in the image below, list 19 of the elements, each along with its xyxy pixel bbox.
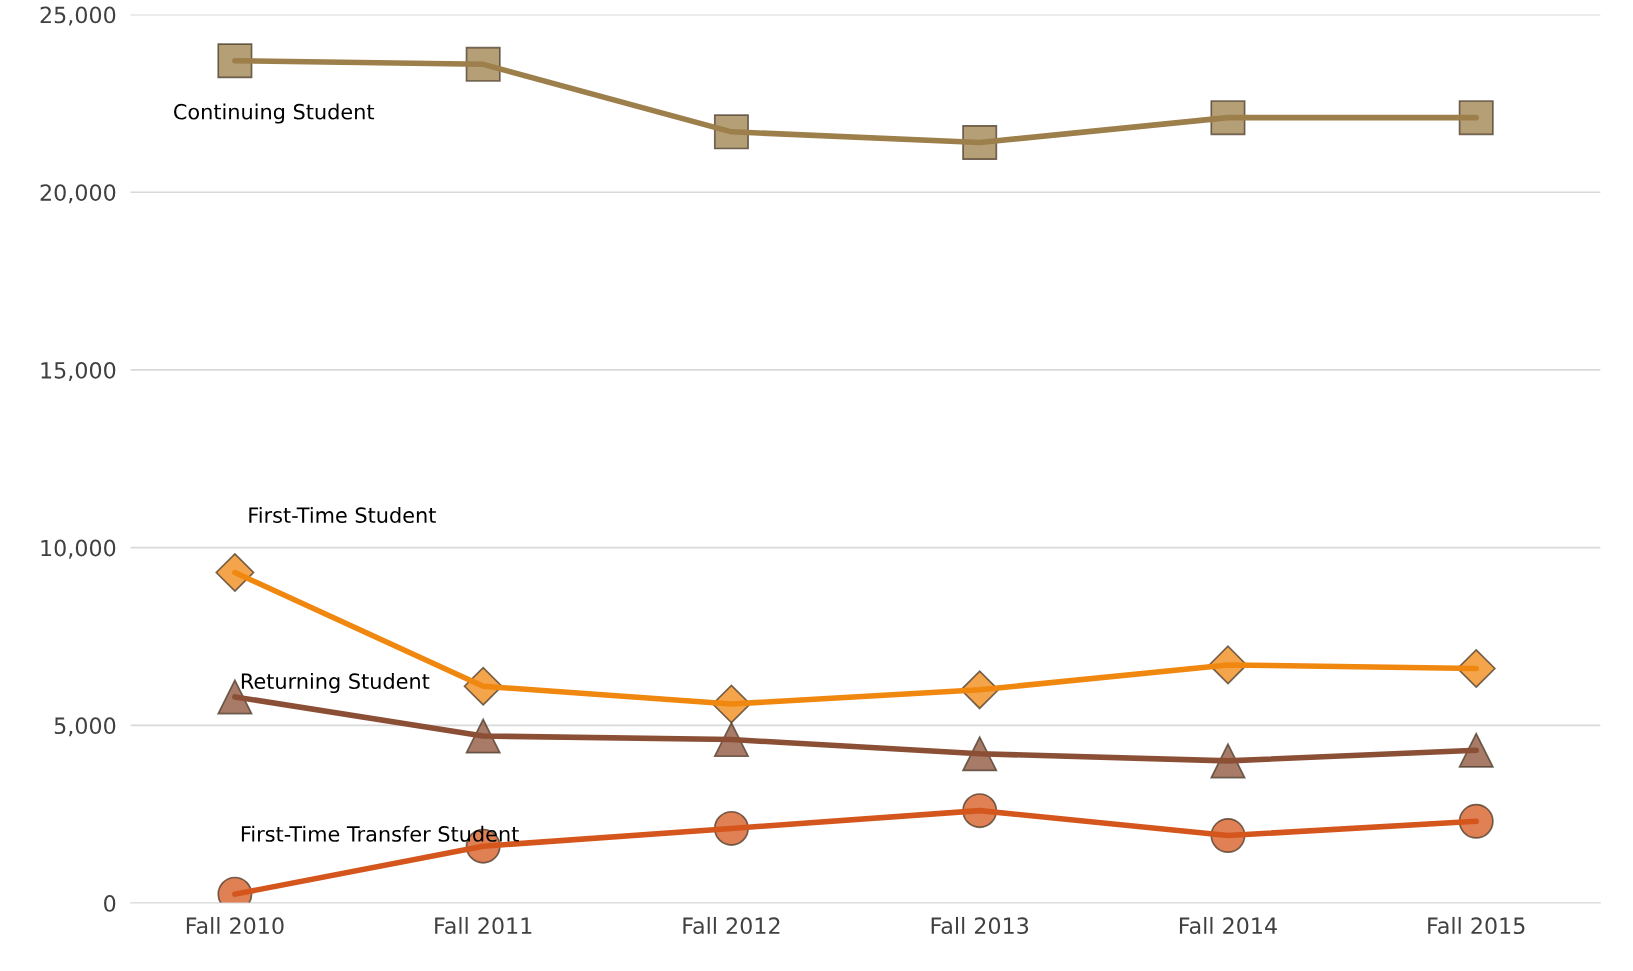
series-label: Returning Student — [241, 672, 430, 694]
point — [215, 553, 255, 593]
y-tick-label: 20,000 — [40, 184, 116, 204]
y-tick-label: 15,000 — [41, 361, 116, 381]
point — [1458, 100, 1494, 136]
point — [1458, 732, 1494, 768]
y-tick-label: 25,000 — [40, 6, 116, 26]
series-label: Continuing Student — [174, 103, 375, 124]
y-tick-label: 5,000 — [54, 717, 116, 737]
point — [217, 43, 253, 79]
x-tick-label: Fall 2011 — [435, 916, 532, 935]
y-tick-label: 0 — [104, 894, 116, 912]
x-tick-label: Fall 2013 — [931, 916, 1029, 935]
y-tick-label: 10,000 — [41, 539, 116, 559]
x-tick-label: Fall 2015 — [1428, 916, 1525, 935]
x-tick-label: Fall 2010 — [186, 916, 284, 935]
x-tick-label: Fall 2012 — [683, 916, 780, 935]
series-label: First-Time Student — [249, 506, 436, 524]
x-tick-label: Fall 2014 — [1179, 916, 1277, 935]
